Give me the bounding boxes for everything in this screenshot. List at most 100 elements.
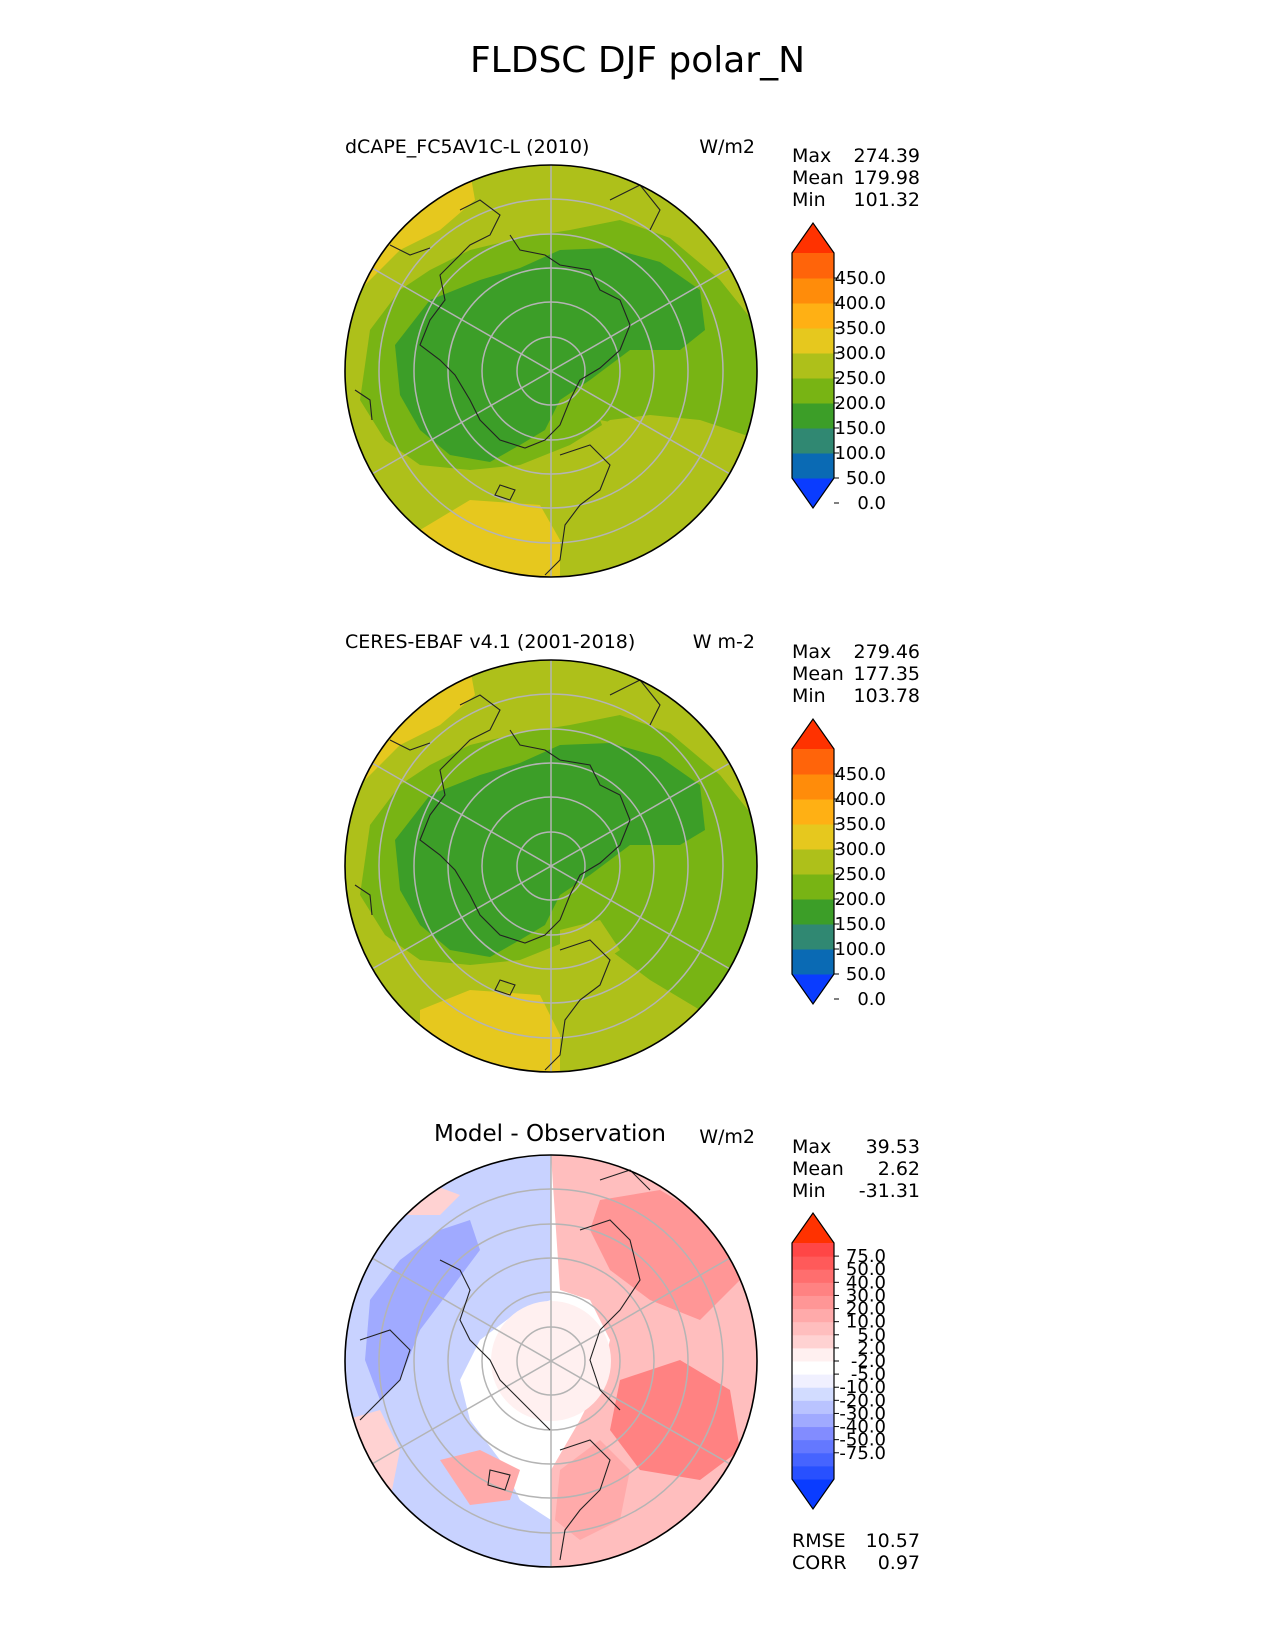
colorbar-over-triangle xyxy=(792,1213,834,1243)
colorbar-segment xyxy=(792,1413,834,1428)
panel-3-stats: Max 39.53 Mean 2.62 Min -31.31 xyxy=(792,1136,920,1202)
colorbar-segment xyxy=(792,253,834,279)
colorbar-model: 450.0 400.0 350.0 300.0 250.0 200.0 150.0 100.0… xyxy=(791,221,886,514)
stat-value: 39.53 xyxy=(865,1136,920,1158)
colorbar-segment xyxy=(792,1426,834,1441)
colorbar-outline xyxy=(791,1211,835,1511)
colorbar-under-triangle xyxy=(792,974,834,1004)
colorbar-segment xyxy=(792,1465,834,1480)
colorbar-tick-label: -50.0 xyxy=(839,1430,886,1451)
colorbar-segment xyxy=(792,1387,834,1401)
colorbar-tick-label: 50.0 xyxy=(846,1259,886,1280)
colorbar-tick-label: 0.0 xyxy=(857,989,886,1010)
metric-value: 10.57 xyxy=(865,1530,920,1552)
stat-label: Min xyxy=(792,1180,826,1202)
stat-label: Min xyxy=(792,685,826,707)
colorbar-tick-label: 150.0 xyxy=(834,914,886,935)
colorbar-tick-label: 50.0 xyxy=(846,964,886,985)
stat-label: Mean xyxy=(792,663,844,685)
colorbar-segment xyxy=(792,1321,834,1336)
colorbar-segment xyxy=(792,1282,834,1296)
stat-value: 274.39 xyxy=(853,145,920,167)
colorbar-tick-label: 300.0 xyxy=(834,839,886,860)
colorbar-under-triangle xyxy=(792,1479,834,1509)
colorbar-tick-label: 100.0 xyxy=(834,443,886,464)
stat-value: 177.35 xyxy=(853,663,920,685)
colorbar-segment xyxy=(792,1243,834,1257)
panel-2-stats: Max 279.46 Mean 177.35 Min 103.78 xyxy=(792,641,920,707)
metric-value: 0.97 xyxy=(877,1552,920,1574)
colorbar-segment xyxy=(792,874,834,900)
stat-label: Mean xyxy=(792,167,844,189)
colorbar-segment xyxy=(792,1400,834,1414)
colorbar-over-triangle xyxy=(792,719,834,749)
colorbar-over-triangle xyxy=(792,223,834,253)
stat-label: Min xyxy=(792,189,826,211)
colorbar-tick-label: 10.0 xyxy=(846,1312,886,1333)
colorbar-tick-label: -75.0 xyxy=(839,1443,886,1464)
metric-label: RMSE xyxy=(792,1530,846,1552)
colorbar-tick-label: 350.0 xyxy=(834,814,886,835)
stat-value: 101.32 xyxy=(853,189,920,211)
colorbar-tick-label: 100.0 xyxy=(834,939,886,960)
colorbar-tick-label: 400.0 xyxy=(834,293,886,314)
colorbar-segment xyxy=(792,1334,834,1349)
colorbar-segment xyxy=(792,353,834,379)
panel-3-metrics: RMSE 10.57 CORR 0.97 xyxy=(792,1530,920,1574)
colorbar-tick-label: -5.0 xyxy=(851,1364,886,1385)
colorbar-segment xyxy=(792,1256,834,1270)
stat-value: 2.62 xyxy=(877,1158,920,1180)
colorbar-tick-label: 20.0 xyxy=(846,1299,886,1320)
colorbar-tick-label: 450.0 xyxy=(834,764,886,785)
stat-label: Max xyxy=(792,145,832,167)
stat-label: Mean xyxy=(792,1158,844,1180)
stat-label: Max xyxy=(792,1136,832,1158)
colorbar-segment xyxy=(792,799,834,825)
colorbar-tick-label: 75.0 xyxy=(846,1246,886,1267)
colorbar-under-triangle xyxy=(792,478,834,508)
colorbar-segment xyxy=(792,774,834,800)
colorbar-segment xyxy=(792,403,834,429)
colorbar-segment xyxy=(792,453,834,479)
colorbar-tick-label: 450.0 xyxy=(834,268,886,289)
colorbar-tick-label: -10.0 xyxy=(839,1377,886,1398)
colorbar-tick-label: -40.0 xyxy=(839,1417,886,1438)
colorbar-segment xyxy=(792,278,834,304)
colorbar-segment xyxy=(792,303,834,329)
figure-title: FLDSC DJF polar_N xyxy=(469,40,806,81)
panel-2-units: W m-2 xyxy=(692,631,755,653)
stat-value: 103.78 xyxy=(853,685,920,707)
colorbar-tick-label: 40.0 xyxy=(846,1272,886,1293)
colorbar-segment xyxy=(792,849,834,875)
colorbar-tick-label: 250.0 xyxy=(834,864,886,885)
colorbar-tick-label: -2.0 xyxy=(851,1351,886,1372)
colorbar-tick-label: 50.0 xyxy=(846,468,886,489)
colorbar-tick-label: 300.0 xyxy=(834,343,886,364)
panel-1-units: W/m2 xyxy=(699,136,755,158)
colorbar-segment xyxy=(792,1308,834,1323)
colorbar-tick-label: -30.0 xyxy=(839,1403,886,1424)
panel-3-title: Model - Observation xyxy=(433,1121,667,1147)
colorbar-tick-label: 5.0 xyxy=(857,1325,886,1346)
colorbar-tick-label: 2.0 xyxy=(857,1338,886,1359)
panel-1-title: dCAPE_FC5AV1C-L (2010) xyxy=(345,136,590,158)
metric-label: CORR xyxy=(792,1552,847,1574)
colorbar-segment xyxy=(792,1361,834,1375)
colorbar-segment xyxy=(792,824,834,850)
polar-map-model xyxy=(344,164,758,578)
colorbar-difference: 75.050.040.030.020.010.05.02.0-2.0-5.0-1… xyxy=(791,1211,886,1511)
polar-map-difference xyxy=(344,1154,758,1568)
panel-1-stats: Max 274.39 Mean 179.98 Min 101.32 xyxy=(792,145,920,211)
panel-3-units: W/m2 xyxy=(699,1126,755,1148)
colorbar-segment xyxy=(792,1269,834,1283)
colorbar-segment xyxy=(792,1347,834,1362)
colorbar-segment xyxy=(792,1452,834,1467)
colorbar-segment xyxy=(792,428,834,454)
stat-value: 179.98 xyxy=(853,167,920,189)
colorbar-segment xyxy=(792,949,834,975)
panel-2-title: CERES-EBAF v4.1 (2001-2018) xyxy=(345,631,636,653)
polar-map-observation xyxy=(344,659,758,1073)
colorbar-tick-label: 400.0 xyxy=(834,789,886,810)
colorbar-segment xyxy=(792,899,834,925)
